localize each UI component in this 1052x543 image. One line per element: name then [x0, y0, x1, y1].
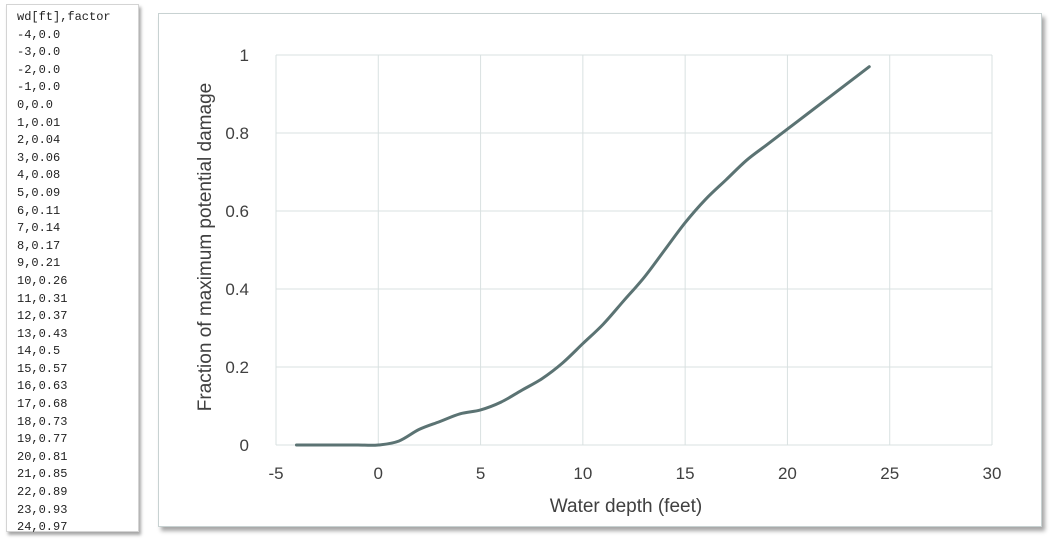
x-axis-title: Water depth (feet)	[550, 496, 702, 517]
x-tick-label: 30	[983, 464, 1002, 483]
csv-data-panel: wd[ft],factor -4,0.0 -3,0.0 -2,0.0 -1,0.…	[6, 4, 139, 534]
chart-panel: 0 0.2 0.4 0.6 0.8 1 -5 0 5 10 15 20 25 30 Water dept…	[158, 13, 1042, 527]
grid-lines	[275, 54, 993, 446]
csv-data-text: wd[ft],factor -4,0.0 -3,0.0 -2,0.0 -1,0.…	[17, 10, 111, 535]
y-tick-label: 0.2	[225, 358, 249, 377]
y-tick-label: 1	[240, 46, 249, 65]
x-tick-labels: -5 0 5 10 15 20 25 30	[268, 464, 1001, 483]
x-tick-label: -5	[268, 464, 283, 483]
y-tick-label: 0.6	[225, 202, 249, 221]
x-tick-label: 10	[573, 464, 592, 483]
x-tick-label: 20	[778, 464, 797, 483]
x-tick-label: 25	[880, 464, 899, 483]
y-tick-labels: 0 0.2 0.4 0.6 0.8 1	[225, 46, 249, 455]
y-tick-label: 0.8	[225, 124, 249, 143]
y-tick-label: 0.4	[225, 280, 249, 299]
damage-curve-line	[294, 65, 871, 447]
x-tick-label: 5	[476, 464, 485, 483]
x-tick-label: 15	[676, 464, 695, 483]
damage-curve-chart: 0 0.2 0.4 0.6 0.8 1 -5 0 5 10 15 20 25 30 Water dept…	[195, 46, 1001, 517]
y-tick-label: 0	[240, 436, 249, 455]
series-group	[294, 65, 871, 447]
x-tick-label: 0	[374, 464, 383, 483]
y-axis-title: Fraction of maximum potential damage	[195, 83, 216, 411]
